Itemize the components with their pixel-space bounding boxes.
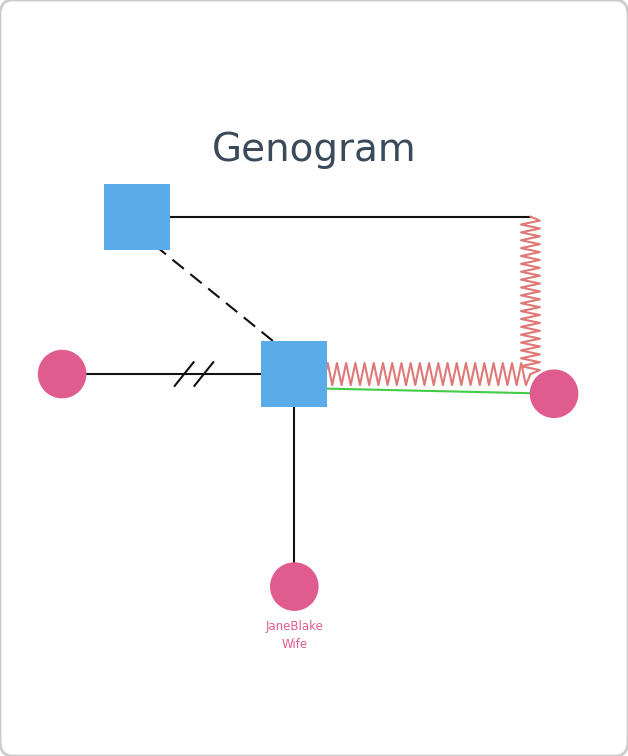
Bar <box>261 341 327 407</box>
Text: Genogram: Genogram <box>212 131 416 169</box>
Text: JaneBlake: JaneBlake <box>266 620 323 633</box>
Circle shape <box>531 370 578 417</box>
Text: Wife: Wife <box>281 638 307 651</box>
Circle shape <box>271 563 318 610</box>
Bar <box>104 184 170 249</box>
Circle shape <box>38 351 86 398</box>
